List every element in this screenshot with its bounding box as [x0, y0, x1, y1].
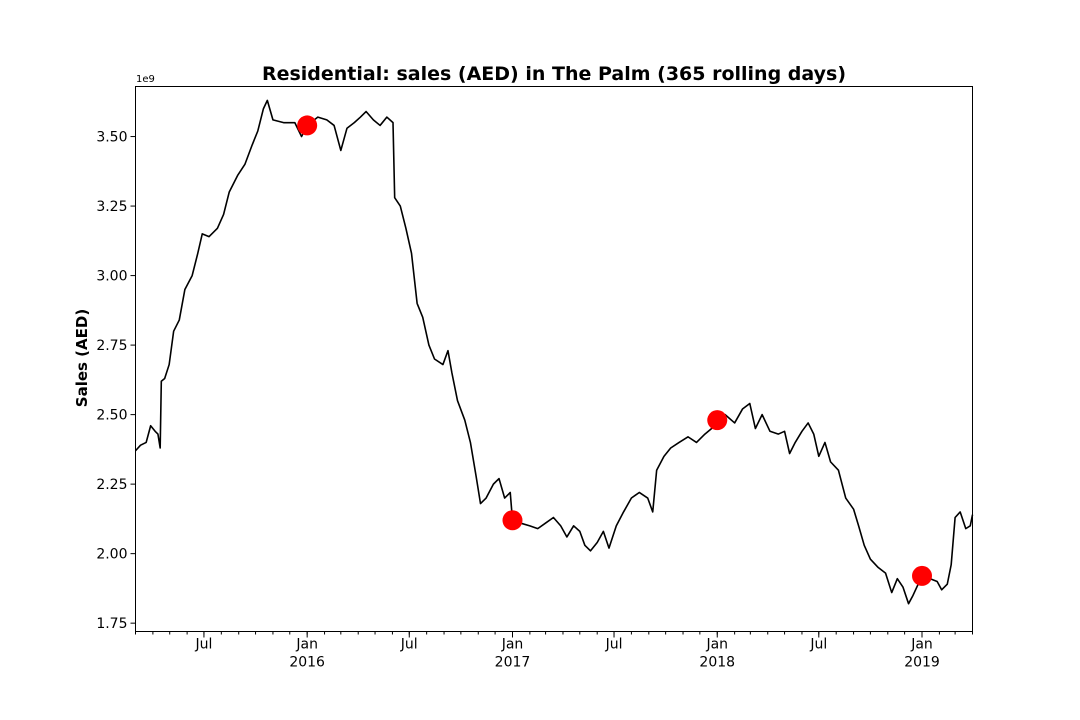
x-tick-label: Jul [809, 637, 827, 653]
y-tick-label: 2.50 [96, 408, 127, 424]
x-tick-label: Jul [194, 637, 212, 653]
y-tick-label: 2.25 [96, 477, 127, 493]
axis-ticks: 1.75 2.00 2.25 2.50 2.75 3.00 3.25 3.50 Jul Jan 20… [96, 130, 973, 671]
y-tick-label: 3.25 [96, 199, 127, 215]
x-tick-label: Jul [400, 637, 418, 653]
y-tick-label: 2.75 [96, 338, 127, 354]
y-axis-label: Sales (AED) [73, 309, 91, 407]
x-tick-year-label: 2017 [495, 655, 531, 671]
y-tick-label: 2.00 [96, 547, 127, 563]
y-tick-label: 1.75 [96, 616, 127, 632]
y-tick-label: 3.50 [96, 130, 127, 146]
x-tick-label: Jan [705, 637, 728, 653]
series-line [134, 99, 974, 605]
x-tick-label: Jan [501, 637, 524, 653]
x-tick-label: Jul [605, 637, 623, 653]
highlight-point [502, 510, 523, 531]
highlight-point [912, 565, 933, 586]
series-group [134, 99, 974, 605]
chart-title: Residential: sales (AED) in The Palm (36… [262, 63, 846, 85]
highlight-point [297, 115, 318, 136]
highlight-point [707, 410, 728, 431]
highlight-markers [297, 115, 933, 586]
x-tick-year-label: 2019 [904, 655, 940, 671]
x-tick-label: Jan [295, 637, 318, 653]
y-axis-offset-label: 1e9 [136, 74, 155, 85]
x-tick-year-label: 2016 [289, 655, 325, 671]
y-tick-label: 3.00 [96, 269, 127, 285]
plot-frame [135, 86, 973, 632]
x-tick-year-label: 2018 [699, 655, 735, 671]
x-tick-label: Jan [910, 637, 933, 653]
